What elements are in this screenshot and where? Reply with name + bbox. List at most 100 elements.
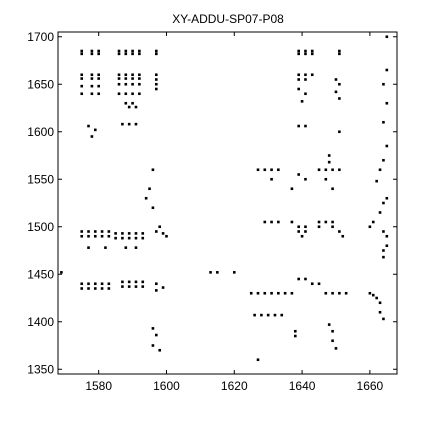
data-point bbox=[338, 49, 341, 53]
data-point bbox=[155, 282, 158, 286]
data-point bbox=[216, 271, 219, 274]
data-point bbox=[310, 49, 314, 53]
data-point bbox=[310, 52, 314, 56]
data-point bbox=[317, 220, 321, 224]
data-point bbox=[334, 347, 338, 350]
data-point bbox=[134, 236, 138, 240]
x-tick-label: 1580 bbox=[85, 379, 112, 393]
data-point bbox=[300, 234, 304, 238]
data-point bbox=[124, 77, 128, 80]
data-point bbox=[124, 82, 128, 86]
data-point bbox=[385, 68, 389, 72]
data-point bbox=[290, 291, 294, 295]
data-point bbox=[270, 177, 273, 181]
data-point bbox=[97, 49, 100, 53]
data-point bbox=[87, 230, 90, 233]
data-point bbox=[304, 78, 307, 81]
data-point bbox=[297, 230, 300, 233]
data-point bbox=[93, 230, 97, 233]
data-point bbox=[256, 358, 260, 362]
data-point bbox=[127, 285, 131, 288]
data-point bbox=[93, 287, 97, 290]
data-point bbox=[155, 289, 158, 292]
data-point bbox=[151, 206, 155, 210]
data-point bbox=[138, 77, 141, 80]
data-point bbox=[80, 282, 84, 286]
data-point bbox=[297, 78, 300, 81]
data-point bbox=[97, 84, 100, 88]
data-point bbox=[382, 317, 385, 321]
data-point bbox=[304, 49, 307, 53]
data-point bbox=[338, 52, 341, 56]
data-point bbox=[382, 249, 385, 252]
data-point bbox=[331, 339, 334, 343]
data-point bbox=[341, 234, 345, 238]
data-point bbox=[324, 220, 328, 224]
data-point bbox=[283, 291, 287, 295]
data-point bbox=[256, 291, 260, 295]
data-point bbox=[334, 78, 338, 81]
data-point bbox=[80, 234, 84, 238]
data-point bbox=[138, 73, 141, 77]
data-point bbox=[131, 52, 134, 56]
y-tick-label: 1500 bbox=[27, 220, 54, 234]
data-point bbox=[141, 280, 145, 284]
data-point bbox=[87, 246, 90, 249]
data-point bbox=[87, 234, 90, 238]
data-point bbox=[368, 291, 372, 295]
data-point bbox=[324, 168, 328, 172]
data-point bbox=[117, 49, 121, 53]
data-point bbox=[270, 168, 273, 172]
data-point bbox=[93, 128, 97, 132]
data-point bbox=[127, 232, 131, 235]
data-point bbox=[155, 82, 158, 86]
data-point bbox=[382, 82, 385, 86]
data-point bbox=[138, 82, 141, 86]
data-point bbox=[338, 97, 341, 100]
data-point bbox=[263, 291, 267, 295]
data-point bbox=[382, 230, 385, 233]
data-point bbox=[134, 232, 138, 235]
data-point bbox=[97, 52, 100, 56]
data-point bbox=[121, 280, 124, 284]
data-point bbox=[297, 124, 300, 128]
data-point bbox=[87, 287, 90, 290]
data-point bbox=[134, 122, 138, 126]
data-point bbox=[290, 187, 294, 191]
data-point bbox=[141, 285, 145, 288]
y-tick-label: 1400 bbox=[27, 315, 54, 329]
data-point bbox=[80, 52, 84, 56]
data-point bbox=[385, 101, 389, 105]
data-point bbox=[100, 230, 104, 233]
data-point bbox=[371, 220, 375, 224]
data-point bbox=[87, 282, 90, 286]
data-point bbox=[378, 301, 382, 305]
data-point bbox=[270, 220, 273, 224]
data-point bbox=[310, 282, 314, 286]
data-point bbox=[155, 333, 158, 337]
data-point bbox=[93, 282, 97, 286]
data-point bbox=[134, 246, 138, 249]
x-tick-label: 1600 bbox=[153, 379, 180, 393]
data-point bbox=[304, 92, 307, 96]
data-point bbox=[107, 287, 111, 290]
data-point bbox=[304, 277, 307, 281]
data-point bbox=[277, 291, 280, 295]
data-point bbox=[151, 168, 155, 172]
y-tick-label: 1700 bbox=[27, 30, 54, 44]
data-point bbox=[165, 234, 168, 238]
data-point bbox=[327, 160, 331, 164]
data-point bbox=[300, 100, 304, 103]
data-point bbox=[90, 73, 94, 77]
data-point bbox=[304, 177, 307, 181]
data-point bbox=[121, 236, 124, 240]
data-point bbox=[331, 291, 334, 295]
data-point bbox=[131, 77, 134, 80]
data-point bbox=[277, 168, 280, 172]
data-point bbox=[117, 73, 121, 77]
data-point bbox=[155, 78, 158, 81]
data-point bbox=[124, 73, 128, 77]
data-point bbox=[155, 87, 158, 91]
data-point bbox=[87, 124, 90, 128]
data-point bbox=[368, 225, 372, 229]
